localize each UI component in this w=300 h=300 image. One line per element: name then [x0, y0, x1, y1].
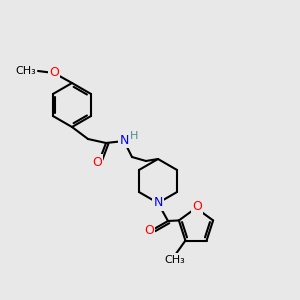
Text: H: H — [130, 131, 138, 141]
Text: N: N — [153, 196, 163, 209]
Text: O: O — [92, 155, 102, 169]
Text: CH₃: CH₃ — [164, 255, 185, 265]
Text: O: O — [49, 67, 59, 80]
Text: CH₃: CH₃ — [15, 66, 36, 76]
Text: N: N — [119, 134, 129, 146]
Text: O: O — [144, 224, 154, 238]
Text: O: O — [192, 200, 202, 214]
